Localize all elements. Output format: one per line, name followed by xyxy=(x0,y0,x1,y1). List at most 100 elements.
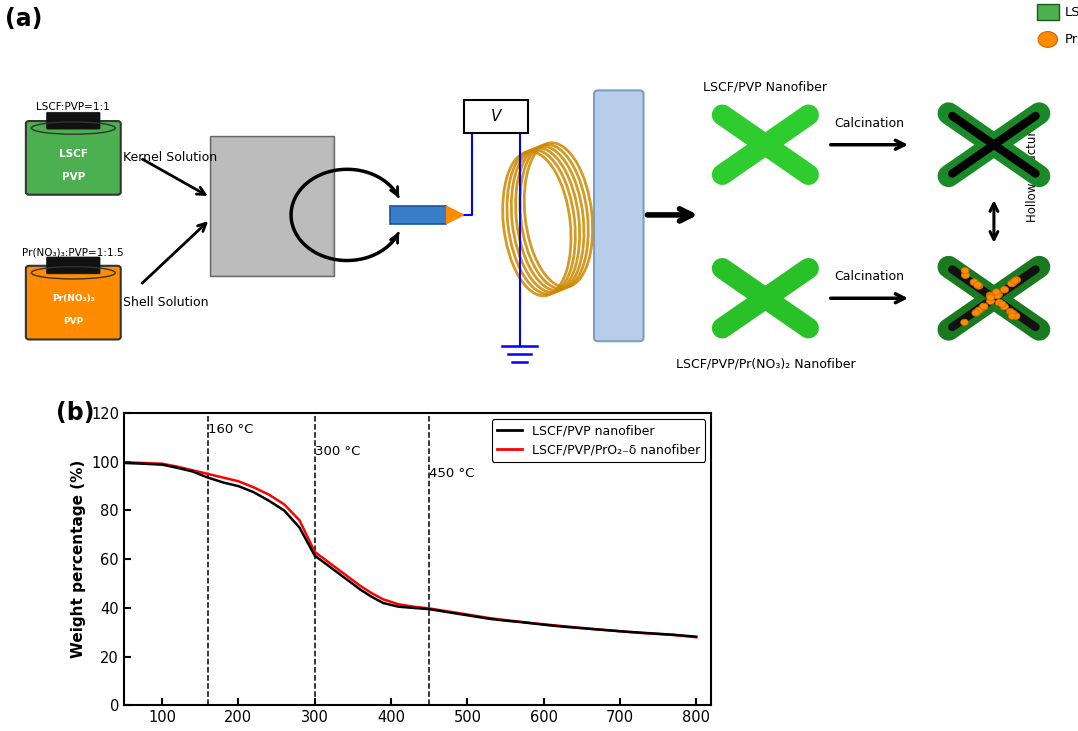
Circle shape xyxy=(995,299,1004,306)
LSCF/PVP nanofiber xyxy=(499,616,512,625)
Text: Calcination: Calcination xyxy=(834,270,903,284)
Circle shape xyxy=(1007,308,1014,314)
Circle shape xyxy=(1011,278,1019,284)
Text: Pr(NO₃)₃:PVP=1:1.5: Pr(NO₃)₃:PVP=1:1.5 xyxy=(23,247,124,257)
Text: Shell Solution: Shell Solution xyxy=(123,296,208,309)
LSCF/PVP nanofiber xyxy=(438,607,451,616)
Legend: LSCF/PVP nanofiber, LSCF/PVP/PrO₂₋δ nanofiber: LSCF/PVP nanofiber, LSCF/PVP/PrO₂₋δ nano… xyxy=(492,420,705,461)
Text: 450 °C: 450 °C xyxy=(429,466,474,480)
Circle shape xyxy=(1000,287,1009,293)
Line: LSCF/PVP/PrO₂₋δ nanofiber: LSCF/PVP/PrO₂₋δ nanofiber xyxy=(124,462,696,637)
FancyBboxPatch shape xyxy=(210,136,334,276)
Circle shape xyxy=(1012,313,1020,319)
LSCF/PVP nanofiber xyxy=(137,459,150,468)
LSCF/PVP/PrO₂₋δ nanofiber xyxy=(171,462,184,471)
LSCF/PVP nanofiber xyxy=(308,551,321,560)
FancyBboxPatch shape xyxy=(464,100,528,133)
LSCF/PVP/PrO₂₋δ nanofiber xyxy=(407,602,420,611)
LSCF/PVP/PrO₂₋δ nanofiber xyxy=(453,609,466,618)
Circle shape xyxy=(975,283,983,289)
LSCF/PVP nanofiber xyxy=(293,523,306,532)
LSCF/PVP/PrO₂₋δ nanofiber xyxy=(423,604,436,613)
LSCF/PVP nanofiber xyxy=(606,626,619,635)
LSCF/PVP/PrO₂₋δ nanofiber xyxy=(591,625,604,634)
Circle shape xyxy=(980,303,987,310)
LSCF/PVP/PrO₂₋δ nanofiber xyxy=(690,633,703,642)
Circle shape xyxy=(1008,281,1015,287)
Text: (b): (b) xyxy=(56,401,95,425)
LSCF/PVP nanofiber xyxy=(247,488,260,496)
Circle shape xyxy=(960,319,968,325)
FancyBboxPatch shape xyxy=(594,91,644,341)
LSCF/PVP nanofiber xyxy=(217,478,230,487)
LSCF/PVP/PrO₂₋δ nanofiber xyxy=(377,595,390,604)
LSCF/PVP nanofiber xyxy=(232,482,245,491)
LSCF/PVP/PrO₂₋δ nanofiber xyxy=(331,564,344,573)
LSCF/PVP/PrO₂₋δ nanofiber xyxy=(320,556,333,565)
LSCF/PVP/PrO₂₋δ nanofiber xyxy=(155,459,168,468)
LSCF/PVP nanofiber xyxy=(118,458,130,467)
Text: Hollow Structure: Hollow Structure xyxy=(1026,124,1039,222)
LSCF/PVP nanofiber xyxy=(544,621,557,630)
LSCF/PVP nanofiber xyxy=(651,629,664,638)
Circle shape xyxy=(993,289,1000,295)
LSCF/PVP nanofiber xyxy=(576,624,589,632)
Circle shape xyxy=(993,292,1001,299)
FancyBboxPatch shape xyxy=(26,121,121,194)
LSCF/PVP nanofiber xyxy=(407,604,420,613)
FancyBboxPatch shape xyxy=(390,206,446,224)
Circle shape xyxy=(1000,303,1008,310)
Circle shape xyxy=(986,292,994,298)
LSCF/PVP nanofiber xyxy=(591,625,604,634)
Circle shape xyxy=(1010,279,1018,284)
LSCF/PVP/PrO₂₋δ nanofiber xyxy=(293,516,306,525)
Text: LSCF/PVP/Pr(NO₃)₂ Nanofiber: LSCF/PVP/Pr(NO₃)₂ Nanofiber xyxy=(676,357,855,370)
Circle shape xyxy=(1012,276,1021,283)
Circle shape xyxy=(1009,310,1017,317)
LSCF/PVP/PrO₂₋δ nanofiber xyxy=(606,626,619,635)
Text: V: V xyxy=(490,109,501,124)
Circle shape xyxy=(1010,311,1018,318)
Text: LSCF: LSCF xyxy=(1065,6,1078,19)
LSCF/PVP/PrO₂₋δ nanofiber xyxy=(118,458,130,466)
LSCF/PVP/PrO₂₋δ nanofiber xyxy=(544,621,557,629)
LSCF/PVP/PrO₂₋δ nanofiber xyxy=(469,611,482,620)
LSCF/PVP/PrO₂₋δ nanofiber xyxy=(636,629,649,637)
Circle shape xyxy=(962,272,969,279)
LSCF/PVP nanofiber xyxy=(453,610,466,618)
LSCF/PVP/PrO₂₋δ nanofiber xyxy=(217,473,230,482)
LSCF/PVP nanofiber xyxy=(278,506,291,515)
Polygon shape xyxy=(446,206,464,224)
LSCF/PVP nanofiber xyxy=(423,605,436,613)
LSCF/PVP/PrO₂₋δ nanofiber xyxy=(561,622,573,631)
LSCF/PVP nanofiber xyxy=(469,612,482,621)
Circle shape xyxy=(972,309,980,317)
LSCF/PVP/PrO₂₋δ nanofiber xyxy=(484,614,497,623)
Circle shape xyxy=(1008,280,1017,287)
LSCF/PVP nanofiber xyxy=(331,568,344,577)
Circle shape xyxy=(975,307,983,314)
LSCF/PVP nanofiber xyxy=(354,586,367,594)
Line: LSCF/PVP nanofiber: LSCF/PVP nanofiber xyxy=(124,463,696,637)
Y-axis label: Weight percentage (%): Weight percentage (%) xyxy=(70,460,85,659)
FancyBboxPatch shape xyxy=(212,137,332,275)
LSCF/PVP nanofiber xyxy=(377,599,390,607)
LSCF/PVP nanofiber xyxy=(343,577,356,586)
LSCF/PVP/PrO₂₋δ nanofiber xyxy=(667,631,680,640)
Text: Pr(NO₃)₃: Pr(NO₃)₃ xyxy=(52,294,95,303)
Text: PVP: PVP xyxy=(61,173,85,182)
Text: LSCF:PVP=1:1: LSCF:PVP=1:1 xyxy=(37,102,110,113)
Circle shape xyxy=(979,304,987,311)
LSCF/PVP/PrO₂₋δ nanofiber xyxy=(438,607,451,616)
LSCF/PVP/PrO₂₋δ nanofiber xyxy=(232,477,245,485)
LSCF/PVP/PrO₂₋δ nanofiber xyxy=(499,616,512,624)
LSCF/PVP/PrO₂₋δ nanofiber xyxy=(137,458,150,467)
Text: PVP: PVP xyxy=(64,317,83,327)
LSCF/PVP nanofiber xyxy=(171,463,184,472)
LSCF/PVP/PrO₂₋δ nanofiber xyxy=(576,624,589,632)
LSCF/PVP nanofiber xyxy=(320,560,333,569)
FancyBboxPatch shape xyxy=(26,266,121,339)
Text: LSCF: LSCF xyxy=(59,148,87,159)
LSCF/PVP nanofiber xyxy=(636,629,649,637)
LSCF/PVP nanofiber xyxy=(155,461,168,469)
